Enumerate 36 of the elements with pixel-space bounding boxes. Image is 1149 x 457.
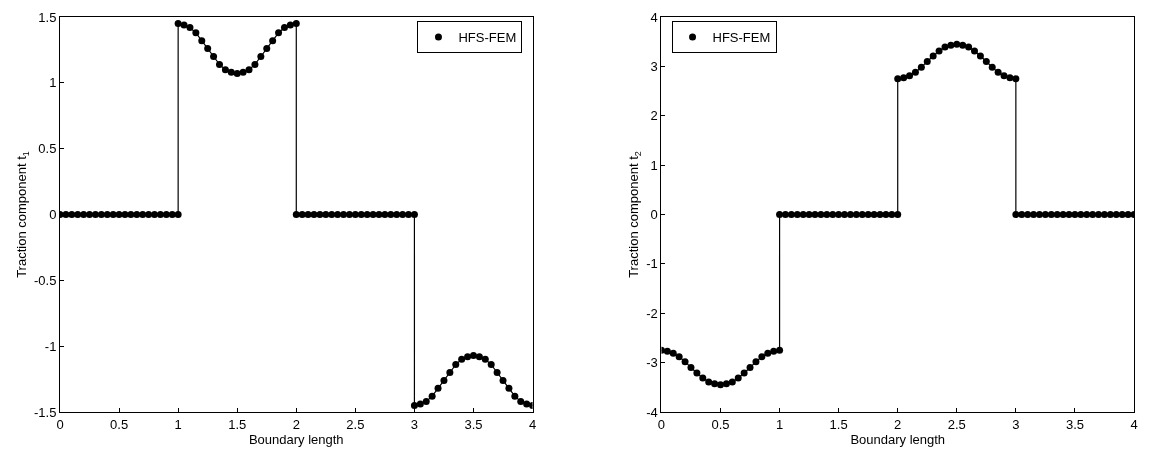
x-tick-label: 1.5	[228, 416, 247, 432]
y-tick-label: 0	[650, 207, 658, 223]
y-tick-label: -4	[646, 404, 658, 420]
x-axis-title: Boundary length	[850, 431, 946, 447]
x-tick-label: 2	[292, 416, 300, 432]
x-tick-label: 1	[775, 416, 784, 432]
y-tick-label: 2	[650, 108, 658, 124]
x-tick-label: 0.5	[110, 416, 129, 432]
y-tick-label: -2	[646, 305, 658, 321]
y-tick-label: -1	[646, 256, 658, 272]
x-tick-label: 4	[1130, 416, 1138, 432]
y-tick-label: 4	[650, 9, 658, 25]
x-tick-label: 3	[1012, 416, 1020, 432]
x-tick-label: 1.5	[829, 416, 848, 432]
x-tick-label: 2.5	[947, 416, 966, 432]
x-tick-label: 1	[174, 416, 182, 432]
y-tick-label: -0.5	[33, 272, 57, 288]
legend-label: HFS-FEM	[458, 29, 517, 45]
y-tick-label: 3	[650, 58, 658, 74]
x-tick-label: 0.5	[711, 416, 730, 432]
x-tick-label: 3	[410, 416, 419, 432]
y-tick-label: 1	[650, 157, 658, 173]
x-axis-title: Boundary length	[248, 431, 344, 447]
x-tick-label: 2.5	[346, 416, 365, 432]
x-tick-label: 4	[528, 416, 537, 432]
x-tick-label: 2	[894, 416, 902, 432]
y-tick-label: 0.5	[38, 141, 57, 157]
y-tick-label: 1.5	[38, 9, 57, 25]
y-tick-label: -3	[646, 355, 658, 371]
x-tick-label: 3.5	[1065, 416, 1084, 432]
y-tick-label: -1.5	[33, 404, 57, 420]
x-tick-label: 3.5	[464, 416, 483, 432]
y-tick-label: 1	[49, 75, 57, 91]
y-tick-label: -1	[44, 338, 57, 354]
legend-label: HFS-FEM	[712, 29, 771, 45]
y-tick-label: 0	[49, 207, 57, 223]
